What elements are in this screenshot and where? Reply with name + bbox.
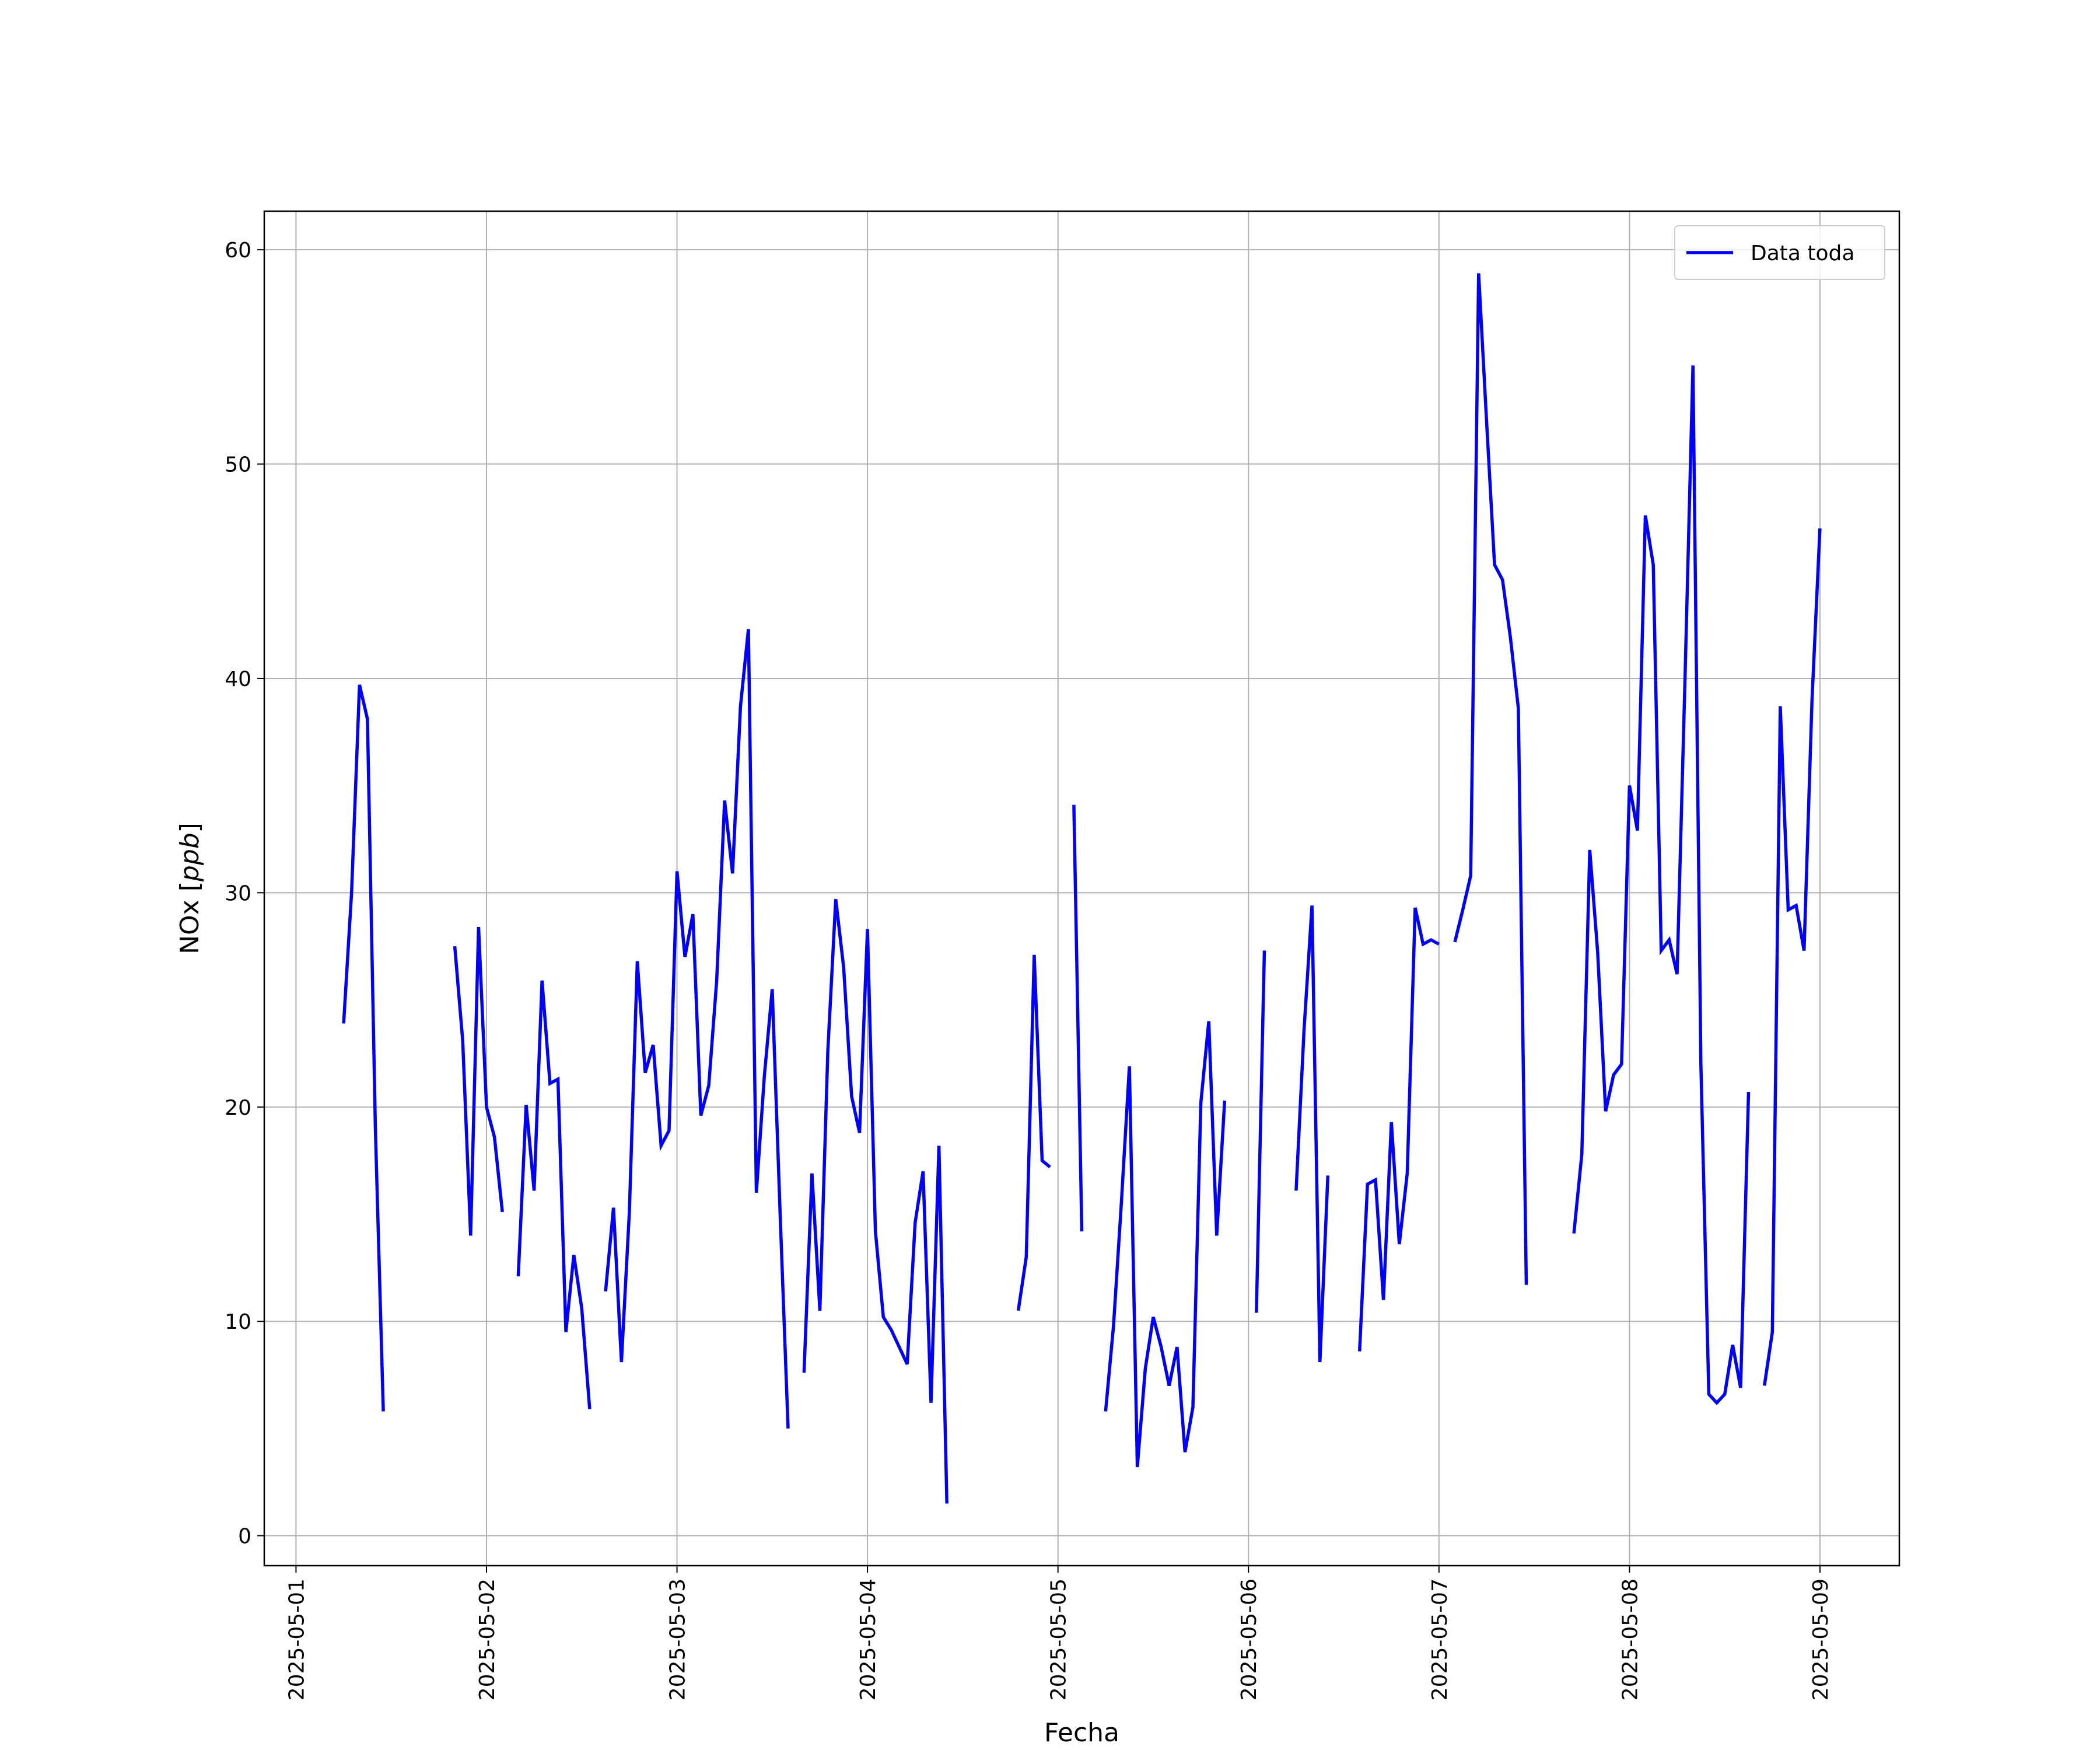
x-tick-label: 2025-05-06: [1237, 1578, 1261, 1700]
y-axis-label-prefix: NOx [: [175, 881, 205, 954]
series-line-segment: [516, 980, 592, 1410]
y-tick-label: 0: [238, 1525, 251, 1549]
x-tick-label: 2025-05-07: [1428, 1578, 1452, 1700]
series-line-segment: [1453, 273, 1528, 1285]
series-line-segment: [453, 926, 504, 1236]
series-line-segment: [1072, 804, 1084, 1231]
axes: 2025-05-01 2025-05-02 2025-05-03 2025-05-04…: [225, 210, 1901, 1700]
x-tick-label: 2025-05-02: [475, 1578, 499, 1700]
series-line-segment: [1762, 528, 1822, 1386]
series-line-segment: [1294, 905, 1330, 1363]
x-axis-label: Fecha: [1044, 1718, 1119, 1748]
x-tick-label: 2025-05-08: [1618, 1578, 1642, 1700]
y-tick-label: 30: [225, 881, 251, 905]
grid-lines: [264, 211, 1899, 1566]
legend-box: [1674, 225, 1885, 280]
x-tick-label: 2025-05-05: [1047, 1578, 1071, 1700]
x-tick-label: 2025-05-04: [856, 1578, 880, 1700]
y-tick-label: 10: [225, 1310, 251, 1334]
series-line-segment: [1357, 907, 1440, 1352]
series-line-segment: [1016, 954, 1051, 1311]
y-tick-label: 20: [225, 1096, 251, 1120]
series-line-segment: [802, 899, 949, 1504]
y-tick-label: 60: [225, 239, 251, 262]
x-tick-label: 2025-05-01: [285, 1578, 309, 1700]
series-line-segment: [1255, 950, 1266, 1313]
series-line-segment: [1104, 1021, 1227, 1468]
y-axis-label-unit: ppb: [175, 832, 205, 882]
series-line-segment: [604, 629, 790, 1429]
plot-series: [342, 273, 1822, 1504]
y-axis-label: NOx [ppb]: [175, 822, 205, 954]
legend: Data toda: [1674, 225, 1885, 280]
x-tick-label: 2025-05-09: [1809, 1578, 1833, 1700]
x-tick-label: 2025-05-03: [666, 1578, 690, 1700]
y-tick-label: 40: [225, 667, 251, 691]
y-axis-label-suffix: ]: [175, 822, 205, 832]
series-line-segment: [1572, 365, 1751, 1405]
plot-frame: [263, 210, 1901, 1567]
legend-label: Data toda: [1751, 242, 1854, 265]
y-tick-label: 50: [225, 453, 251, 477]
series-line-segment: [342, 684, 385, 1412]
